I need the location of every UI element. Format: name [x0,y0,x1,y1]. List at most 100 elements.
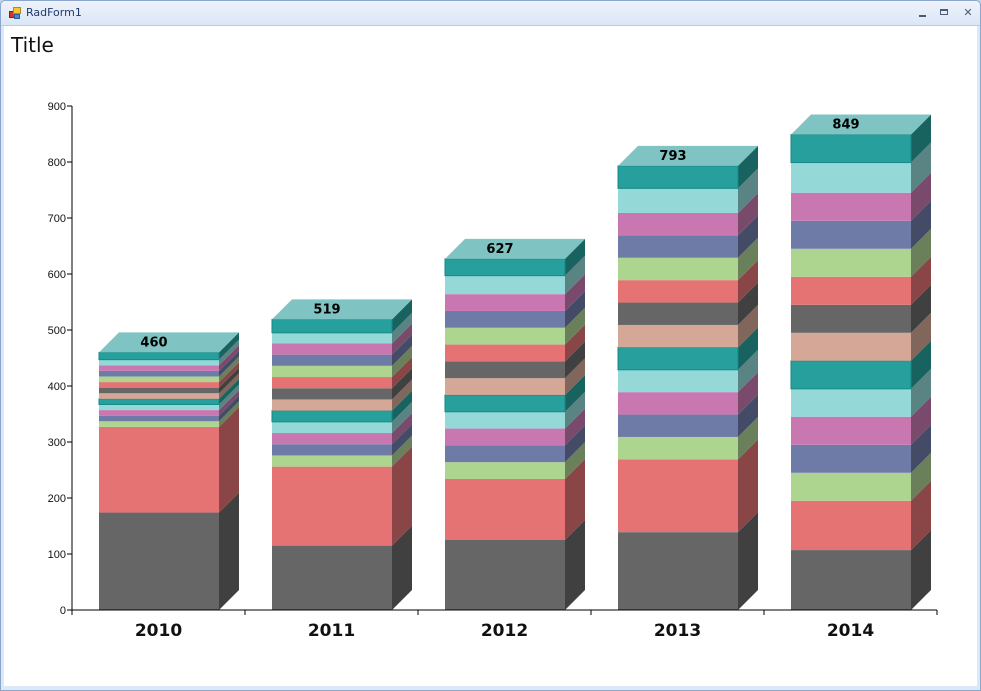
bar-segment [618,369,738,393]
bar-segment-side [738,168,758,213]
bar-segment [618,324,738,348]
bar-total-label: 849 [832,118,859,133]
bar-segment [791,304,911,333]
bar-segment [445,275,565,295]
close-button[interactable]: ✕ [959,5,977,21]
minimize-icon [919,15,926,17]
bar-segment-side [392,334,412,366]
y-tick-label: 600 [48,269,66,281]
bar-segment [99,387,219,394]
bar-segment [445,445,565,463]
bar-segment [445,478,565,540]
x-tick-label: 2010 [135,621,182,641]
bar-segment-side [392,435,412,467]
bar-segment-side [911,480,931,551]
bar-segment-side [911,312,931,361]
window-title: RadForm1 [26,6,82,19]
bar-segment-side [565,238,585,276]
bar-segment [618,532,738,610]
bar-segment-side [219,373,239,399]
title-bar[interactable]: RadForm1 ✕ [1,1,980,26]
bar-top-face [99,332,239,353]
bar-segment-side [219,401,239,427]
bar-segment [272,433,392,445]
y-tick-label: 500 [48,325,66,337]
bar-segment-side [911,256,931,305]
bar-segment [272,343,392,355]
bar-segment [791,472,911,501]
chart-panel: Title 460 519 627 793 849 0 100 200 300 400 500 600… [4,26,977,686]
y-tick-label: 300 [48,437,66,449]
bar-segment-side [911,200,931,249]
bar-segment-side [219,384,239,411]
bar-segment-side [911,172,931,221]
bar-segment-side [392,299,412,333]
minimize-button[interactable] [914,5,932,21]
bar-segment [99,410,219,416]
bar-segment-side [392,312,412,344]
bar-segment-side [738,372,758,415]
bar-segment-side [219,390,239,416]
bar-segment [618,414,738,437]
bar-segment [618,459,738,533]
bar-segment-side [738,260,758,303]
bar-top-face [272,299,412,320]
bar-segment [445,378,565,395]
bar-segment-side [565,290,585,328]
maximize-button[interactable] [936,5,954,21]
bar-segment-side [738,145,758,189]
bar-segment [445,310,565,328]
bar-segment-side [738,282,758,325]
bar-segment [791,500,911,551]
bar-segment [444,394,566,413]
bar-segment [791,248,911,277]
bar-total-label: 519 [313,302,340,317]
bar-segment-side [738,416,758,460]
bar-segment-side [392,323,412,355]
bar-segment-side [392,345,412,378]
bar-segment-side [565,408,585,446]
bar-segment-side [392,446,412,546]
bar-segment [99,426,219,513]
bar-segment [272,455,392,467]
bar-segment [791,332,911,361]
bar-total-label: 627 [486,242,513,257]
y-tick-label: 0 [60,605,66,617]
bar-segment [272,332,392,344]
bar-segment [618,188,738,213]
close-icon: ✕ [963,7,973,19]
y-tick-label: 900 [48,101,66,113]
bar-segment-side [911,114,931,163]
bar-segment-side [565,391,585,429]
bar-segment [272,545,392,610]
bar-segment-side [392,413,412,445]
bar-segment-side [738,349,758,393]
bar-segment [99,393,219,399]
bar-segment [790,134,912,164]
bar-segment-side [565,458,585,540]
bar-segment-side [738,394,758,437]
bar-segment-side [392,368,412,400]
bar-segment [99,415,219,422]
bar-segment [272,466,392,546]
bar-total-label: 460 [140,335,167,350]
bar-segment-side [565,324,585,362]
bar-segment-side [911,452,931,501]
bar-segment [445,540,565,610]
bar-segment [618,280,738,303]
bar-segment-side [392,525,412,610]
bar-segment-side [392,390,412,422]
bar-segment-side [565,307,585,345]
bar-segment [445,361,565,379]
bar-segment [99,421,219,427]
bar-segment-side [392,357,412,389]
bar-segment [445,344,565,362]
bar-segment-side [911,424,931,473]
bar-segment [791,550,911,610]
bar-segment [791,388,911,417]
bar-top-face [791,114,931,135]
maximize-icon [940,9,948,15]
bar-segment [271,410,393,423]
bar-segment [99,404,219,411]
